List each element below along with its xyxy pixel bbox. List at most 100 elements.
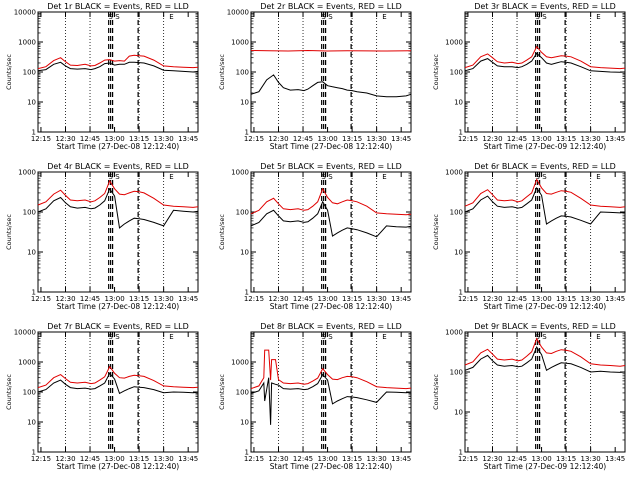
x-tick-label: 12:45: [507, 295, 527, 303]
series-black-events: [464, 52, 626, 73]
y-tick-label: 10: [454, 99, 463, 107]
plot-frame: [250, 171, 412, 293]
chart-panel-4: Det 4r BLACK = Events, RED = LLD 1 10 100 10…: [5, 162, 199, 311]
x-axis-label: Start Time (27-Dec-08 12:12:40): [57, 142, 179, 151]
x-tick-label: 13:00: [531, 135, 551, 143]
marker-label: S: [535, 173, 540, 181]
y-tick-label: 1000: [445, 39, 463, 47]
x-axis-label: Start Time (27-Dec-09 12:12:40): [484, 462, 606, 471]
chart-title: Det 1r BLACK = Events, RED = LLD: [47, 2, 189, 11]
series-black-events: [250, 200, 412, 238]
y-tick-label: 100: [236, 209, 249, 217]
y-tick-label: 1000: [18, 359, 36, 367]
chart-title: Det 5r BLACK = Events, RED = LLD: [260, 162, 402, 171]
chart-panel-9: Det 9r BLACK = Events, RED = LLD 1 10 100 10…: [432, 322, 626, 471]
x-tick-label: 12:45: [80, 135, 100, 143]
y-tick-label: 1000: [231, 39, 249, 47]
chart-title: Det 3r BLACK = Events, RED = LLD: [474, 2, 616, 11]
x-tick-label: 13:15: [129, 135, 149, 143]
x-tick-label: 12:45: [507, 455, 527, 463]
chart-panel-2: Det 2r BLACK = Events, RED = LLD 1 10 100 10…: [218, 2, 412, 151]
x-tick-label: 12:30: [55, 295, 75, 303]
marker-label: S: [321, 173, 326, 181]
x-tick-label: 13:00: [317, 135, 337, 143]
y-tick-label: 100: [23, 389, 36, 397]
x-tick-label: 12:15: [458, 455, 478, 463]
marker-label: E: [169, 333, 173, 341]
y-axis-label: Counts/sec: [5, 374, 13, 410]
x-tick-label: 12:30: [268, 455, 288, 463]
x-tick-label: 13:15: [129, 455, 149, 463]
x-tick-label: 12:45: [293, 135, 313, 143]
y-tick-label: 1: [32, 129, 36, 137]
marker-label: S: [542, 173, 547, 181]
marker-label: S: [542, 13, 547, 21]
x-tick-label: 12:15: [244, 455, 264, 463]
plot-frame: [464, 11, 626, 133]
chart-panel-7: Det 7r BLACK = Events, RED = LLD 1 10 100 10…: [5, 322, 199, 471]
chart-panel-3: Det 3r BLACK = Events, RED = LLD 1 10 100 10…: [432, 2, 626, 151]
y-tick-label: 1000: [445, 169, 463, 177]
y-tick-label: 1000: [18, 169, 36, 177]
x-axis-label: Start Time (27-Dec-08 12:12:40): [270, 462, 392, 471]
series-red-lld: [37, 179, 199, 208]
x-tick-label: 12:30: [482, 295, 502, 303]
marker-label: E: [382, 173, 386, 181]
y-tick-label: 100: [236, 389, 249, 397]
marker-label: E: [169, 173, 173, 181]
plot-frame: [464, 331, 626, 453]
y-tick-label: 100: [450, 369, 463, 377]
y-tick-label: 10: [454, 409, 463, 417]
y-tick-label: 10000: [14, 9, 36, 17]
x-tick-label: 12:45: [507, 135, 527, 143]
x-axis-label: Start Time (27-Dec-09 12:12:40): [484, 142, 606, 151]
x-tick-label: 12:15: [458, 295, 478, 303]
series-black-events: [37, 372, 199, 395]
y-tick-label: 1: [32, 449, 36, 457]
y-axis-label: Counts/sec: [218, 54, 226, 90]
y-tick-label: 10: [27, 249, 36, 257]
x-tick-label: 12:30: [55, 455, 75, 463]
y-tick-label: 100: [23, 209, 36, 217]
marker-label: S: [321, 333, 326, 341]
x-tick-label: 13:00: [317, 455, 337, 463]
x-tick-label: 13:15: [342, 455, 362, 463]
marker-label: S: [108, 173, 113, 181]
x-tick-label: 13:45: [391, 455, 411, 463]
x-tick-label: 12:45: [293, 295, 313, 303]
y-axis-label: Counts/sec: [5, 214, 13, 250]
chart-panel-6: Det 6r BLACK = Events, RED = LLD 1 10 100 10…: [432, 162, 626, 311]
marker-label: S: [115, 173, 120, 181]
x-tick-label: 13:00: [104, 295, 124, 303]
y-tick-label: 10: [27, 99, 36, 107]
marker-label: E: [596, 333, 600, 341]
y-tick-label: 1000: [231, 359, 249, 367]
chart-panel-5: Det 5r BLACK = Events, RED = LLD 1 10 100 10…: [218, 162, 412, 311]
marker-label: S: [115, 333, 120, 341]
x-tick-label: 12:30: [268, 295, 288, 303]
x-tick-label: 13:15: [556, 135, 576, 143]
series-red-lld: [37, 365, 199, 389]
x-tick-label: 12:15: [31, 295, 51, 303]
x-tick-label: 13:00: [531, 295, 551, 303]
y-axis-label: Counts/sec: [218, 214, 226, 250]
marker-label: S: [321, 13, 326, 21]
y-tick-label: 100: [236, 69, 249, 77]
x-tick-label: 13:15: [556, 455, 576, 463]
x-tick-label: 12:30: [482, 135, 502, 143]
x-axis-label: Start Time (27-Dec-08 12:12:40): [270, 142, 392, 151]
y-tick-label: 100: [450, 69, 463, 77]
series-black-events: [464, 346, 626, 373]
chart-panel-1: Det 1r BLACK = Events, RED = LLD 1 10 100 10…: [5, 2, 199, 151]
x-tick-label: 12:45: [80, 455, 100, 463]
x-tick-label: 13:45: [178, 135, 198, 143]
x-axis-label: Start Time (27-Dec-08 12:12:40): [57, 302, 179, 311]
x-tick-label: 13:30: [154, 455, 174, 463]
y-tick-label: 10: [454, 249, 463, 257]
series-black-events: [37, 61, 199, 73]
marker-label: E: [382, 13, 386, 21]
marker-label: E: [596, 173, 600, 181]
marker-label: E: [169, 13, 173, 21]
y-tick-label: 1: [459, 129, 463, 137]
